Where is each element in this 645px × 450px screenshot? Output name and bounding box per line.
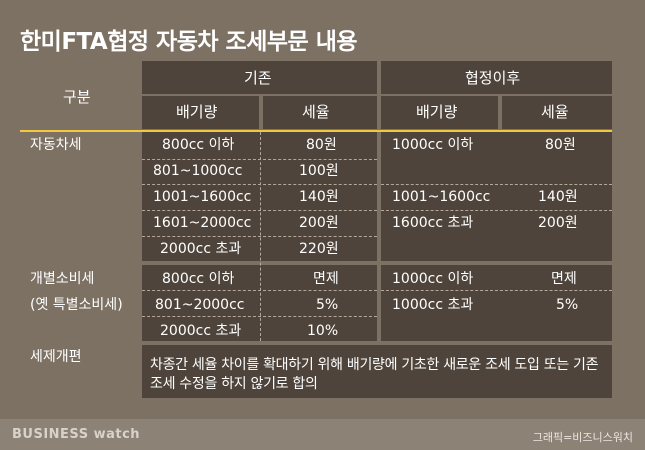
table-cell: 800cc 이하 xyxy=(162,271,235,287)
table-cell: 1000cc 초과 xyxy=(392,297,474,313)
header-divider xyxy=(20,130,612,132)
header-existing-displacement-box xyxy=(142,96,259,129)
header-existing-displacement: 배기량 xyxy=(176,103,218,121)
table-cell: 100원 xyxy=(299,163,339,179)
table-cell: 200원 xyxy=(538,215,578,231)
table-cell: 200원 xyxy=(299,215,339,231)
table-cell: 801~2000cc xyxy=(155,297,245,313)
table-cell: 1001~1600cc xyxy=(392,189,491,205)
header-category: 구분 xyxy=(63,88,91,106)
table-cell: 1000cc 이하 xyxy=(392,271,474,287)
row-separator xyxy=(142,159,377,160)
consumption-tax-after-box xyxy=(381,265,612,341)
row-separator xyxy=(142,210,377,211)
table-cell: 140원 xyxy=(538,189,578,205)
graphic-credit: 그래픽=비즈니스워치 xyxy=(532,431,633,444)
header-after-displacement-box xyxy=(381,96,498,129)
tax-reform-note: 차종간 세율 차이를 확대하기 위해 배기량에 기초한 새로운 조세 도입 또는… xyxy=(150,357,599,392)
row-separator xyxy=(381,290,612,291)
table-cell: 2000cc 초과 xyxy=(160,241,242,257)
tax-reform-label: 세제개편 xyxy=(30,349,82,365)
table-cell: 1601~2000cc xyxy=(153,215,252,231)
table-cell: 면제 xyxy=(551,271,577,287)
table-cell: 801~1000cc xyxy=(153,163,243,179)
row-separator xyxy=(381,184,612,185)
header-existing-box xyxy=(142,61,377,94)
table-cell: 220원 xyxy=(299,241,339,257)
table-cell: 1000cc 이하 xyxy=(392,137,474,153)
header-existing-tax-rate: 세율 xyxy=(302,103,330,121)
table-cell: 1600cc 초과 xyxy=(392,215,474,231)
table-cell: 5% xyxy=(556,297,579,313)
row-separator xyxy=(142,290,377,291)
row-separator xyxy=(142,316,377,317)
table-cell: 면제 xyxy=(313,271,339,287)
consumption-tax-label: 개별소비세 xyxy=(30,271,95,287)
row-separator xyxy=(142,184,377,185)
header-existing: 기존 xyxy=(244,69,272,87)
footer: BUSINESS watch 그래픽=비즈니스워치 xyxy=(0,419,645,450)
table-cell: 2000cc 초과 xyxy=(160,323,242,339)
car-tax-label: 자동차세 xyxy=(30,137,82,153)
brand-logo: BUSINESS watch xyxy=(12,427,141,442)
header-existing-rate-box xyxy=(263,96,377,129)
table-cell: 10% xyxy=(307,323,339,339)
table-cell: 5% xyxy=(316,297,339,313)
page-title: 한미FTA협정 자동차 조세부문 내용 xyxy=(20,29,358,55)
tax-reform-box xyxy=(142,345,612,398)
table-cell: 1001~1600cc xyxy=(153,189,252,205)
header-after: 협정이후 xyxy=(465,69,521,87)
header-after-displacement: 배기량 xyxy=(416,103,458,121)
consumption-tax-sublabel: (옛 특별소비세) xyxy=(30,297,123,313)
row-separator xyxy=(381,210,612,211)
header-after-rate-box xyxy=(502,96,612,129)
table-cell: 80원 xyxy=(306,137,337,153)
car-tax-existing-box xyxy=(142,132,377,261)
table-cell: 80원 xyxy=(545,137,576,153)
table-cell: 140원 xyxy=(299,189,339,205)
header-after-tax-rate: 세율 xyxy=(541,103,569,121)
row-separator xyxy=(142,236,377,237)
table-cell: 800cc 이하 xyxy=(162,137,235,153)
header-after-box xyxy=(381,61,612,94)
consumption-tax-existing-box xyxy=(142,265,377,341)
car-tax-after-box xyxy=(381,132,612,261)
